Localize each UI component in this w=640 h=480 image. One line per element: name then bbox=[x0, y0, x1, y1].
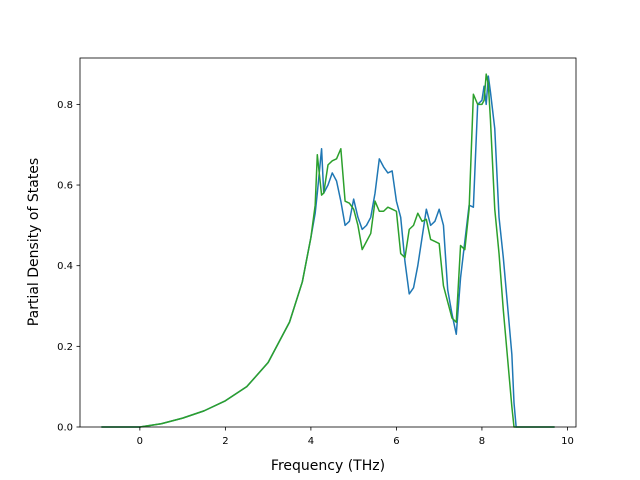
x-tick-label: 2 bbox=[222, 436, 228, 447]
series-layer bbox=[101, 73, 555, 428]
x-tick-label: 8 bbox=[479, 436, 485, 447]
y-tick-label: 0.8 bbox=[57, 100, 73, 111]
x-tick-label: 10 bbox=[561, 436, 574, 447]
x-axis-label: Frequency (THz) bbox=[271, 458, 385, 474]
plot-frame bbox=[79, 57, 577, 428]
y-tick-label: 0.6 bbox=[57, 181, 73, 192]
y-tick-label: 0.4 bbox=[57, 261, 73, 272]
x-axis: 0 2 4 6 8 10 bbox=[137, 427, 574, 447]
series-line-2 bbox=[101, 73, 555, 428]
y-axis-label: Partial Density of States bbox=[26, 158, 42, 326]
x-tick-label: 4 bbox=[308, 436, 314, 447]
y-tick-label: 0.2 bbox=[57, 342, 73, 353]
y-axis: 0.0 0.2 0.4 0.6 0.8 bbox=[57, 100, 80, 434]
y-tick-label: 0.0 bbox=[57, 423, 73, 434]
x-tick-label: 6 bbox=[393, 436, 399, 447]
x-tick-label: 0 bbox=[137, 436, 143, 447]
